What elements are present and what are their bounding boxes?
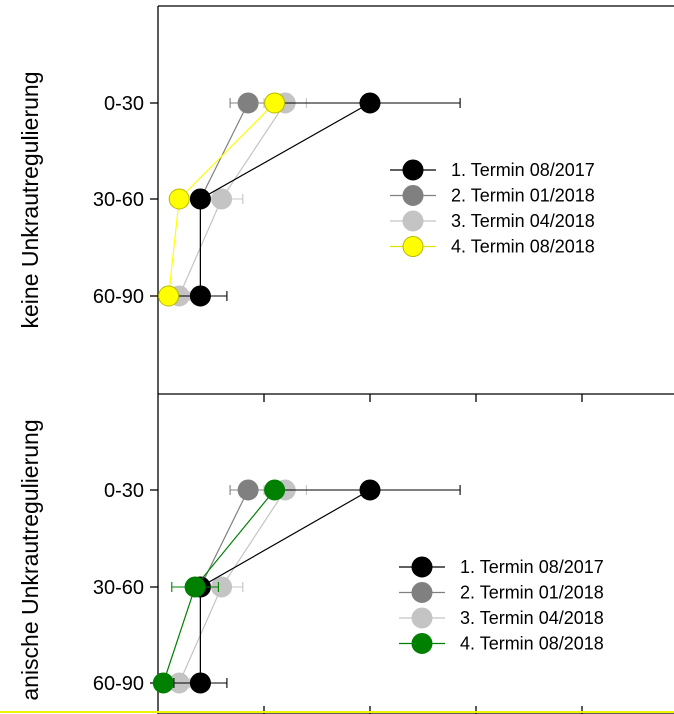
legend-marker — [411, 556, 433, 578]
legend: 1. Termin 08/2017 2. Termin 01/2018 3. Ter… — [399, 556, 604, 654]
data-point — [189, 188, 211, 210]
legend-marker — [402, 210, 424, 232]
y-tick-label: 30-60 — [93, 577, 144, 599]
legend-label: 3. Termin 04/2018 — [460, 608, 604, 628]
legend-marker — [402, 236, 424, 257]
legend: 1. Termin 08/2017 2. Termin 01/2018 3. Ter… — [390, 159, 595, 257]
legend-marker — [411, 633, 433, 654]
data-point — [211, 188, 233, 210]
legend-label: 4. Termin 08/2018 — [451, 237, 595, 257]
y-tick-label: 60-90 — [93, 286, 144, 308]
data-point — [189, 285, 211, 307]
legend-marker — [411, 582, 433, 603]
legend-label: 4. Termin 08/2018 — [460, 634, 604, 654]
legend-label: 1. Termin 08/2017 — [451, 160, 595, 180]
data-point — [189, 672, 211, 694]
legend-marker — [402, 159, 424, 181]
y-tick-label: 0-30 — [104, 93, 144, 115]
data-point — [359, 92, 381, 114]
data-point — [158, 285, 180, 307]
legend-marker — [411, 607, 433, 629]
panel-bottom: 0-30 30-60 60-90 anische Unkrautregulierung… — [17, 394, 674, 714]
legend-label: 3. Termin 04/2018 — [451, 211, 595, 231]
data-point — [359, 479, 381, 501]
data-point — [237, 92, 259, 114]
data-point — [184, 576, 206, 598]
panel-top: 0-30 30-60 60-90 keine Unkrautregulierung 1.… — [17, 5, 674, 402]
legend-label: 2. Termin 01/2018 — [460, 583, 604, 603]
y-tick-label: 30-60 — [93, 189, 144, 211]
y-axis-label: keine Unkrautregulierung — [17, 72, 43, 329]
series-1 — [173, 92, 461, 307]
legend-label: 1. Termin 08/2017 — [460, 557, 604, 577]
data-point — [237, 479, 259, 501]
y-tick-label: 60-90 — [93, 673, 144, 695]
y-axis-label: anische Unkrautregulierung — [17, 419, 43, 700]
series-4 — [158, 92, 286, 307]
y-tick-label: 0-30 — [104, 480, 144, 502]
data-point — [264, 92, 286, 114]
data-point — [264, 479, 286, 501]
data-point — [168, 188, 190, 210]
data-point — [152, 672, 174, 694]
series-4 — [152, 479, 286, 694]
legend-marker — [402, 185, 424, 206]
legend-label: 2. Termin 01/2018 — [451, 186, 595, 206]
